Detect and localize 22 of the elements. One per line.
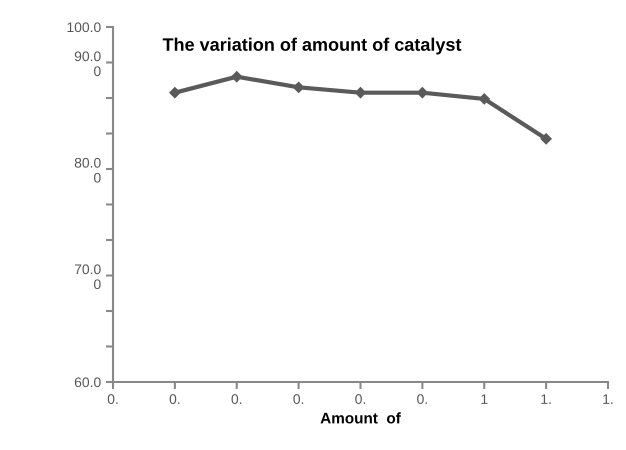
x-tick-label: 0.	[355, 394, 366, 404]
x-tick-label: 1	[481, 394, 488, 404]
y-tick-label: 90.0 0	[74, 51, 101, 76]
point	[540, 133, 552, 144]
x-tick-label: 1.	[603, 394, 613, 404]
point	[293, 82, 304, 93]
x-tick-label: 0.	[232, 394, 242, 404]
point	[478, 93, 490, 104]
point	[231, 71, 242, 82]
y-tick-label: 100.0	[68, 22, 101, 32]
y-tick-label: 80.0 0	[74, 158, 101, 183]
x-tick-label: 0.	[293, 394, 304, 404]
x-axis-title: Amount of	[320, 412, 401, 424]
x-tick-label: 0.	[417, 394, 427, 404]
x-tick-label: 0.	[108, 394, 118, 404]
point	[416, 87, 428, 98]
x-tick-label: 1.	[541, 394, 551, 404]
y-tick-label: 70.0 0	[74, 264, 101, 290]
y-tick-label: 60.0	[74, 377, 101, 388]
x-tick-label: 0.	[170, 394, 180, 404]
text: The variation of amount of catalyst	[162, 38, 462, 54]
point	[169, 87, 180, 98]
